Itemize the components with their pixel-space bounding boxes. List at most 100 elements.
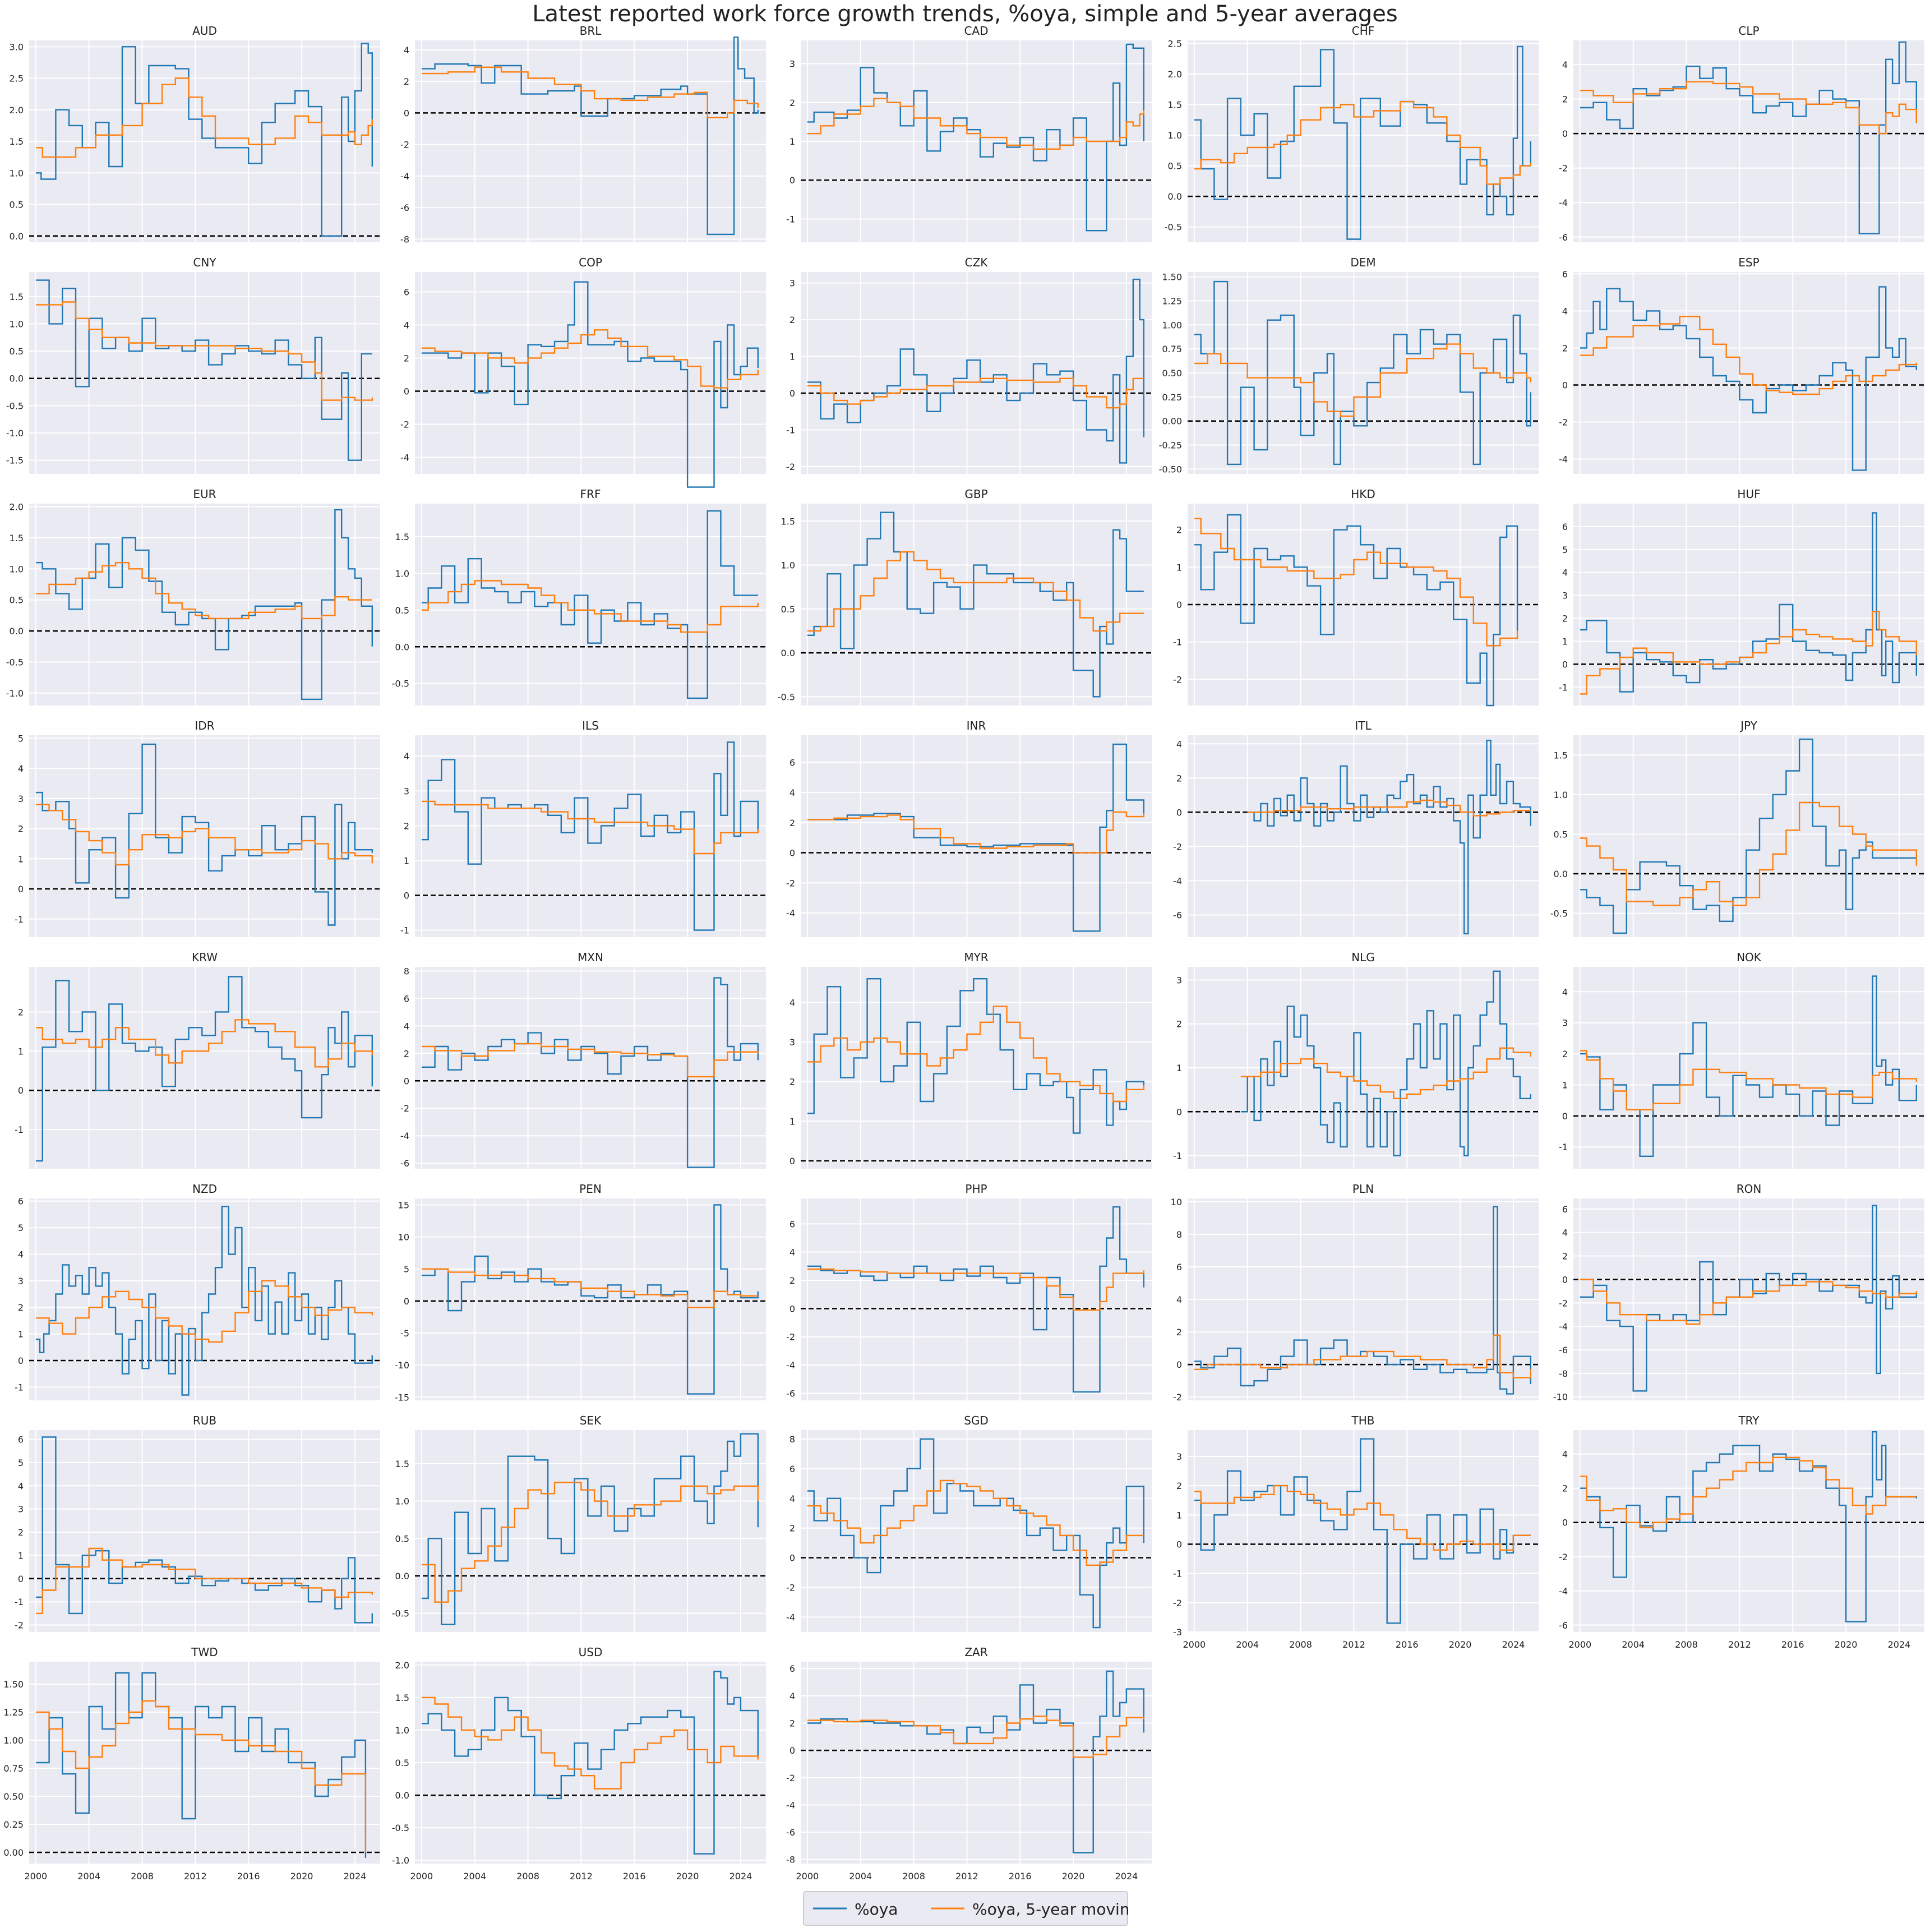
y-tick-label: -2 [786, 462, 795, 472]
y-tick-label: -2 [786, 878, 795, 888]
y-tick-label: 0 [1562, 128, 1568, 139]
y-tick-label: -2 [1559, 163, 1568, 174]
y-tick-label: 2 [404, 353, 409, 363]
y-tick-label: 0 [1562, 380, 1568, 390]
y-tick-label: -4 [400, 452, 409, 463]
y-tick-label: 1.5 [10, 292, 24, 302]
y-tick-label: 0.00 [3, 1847, 24, 1858]
y-tick-label: 4 [1562, 986, 1568, 997]
y-tick-label: 6 [404, 993, 409, 1004]
x-tick-label: 2000 [1568, 1639, 1591, 1650]
series-ma-aud [35, 77, 373, 158]
y-tick-label: 5 [1562, 545, 1568, 555]
series-ma-ils [421, 800, 759, 855]
series-ma-php [807, 1268, 1144, 1311]
plot-area-mxn [415, 967, 766, 1169]
panel-zar: -8 -6 -4 -2 0 2 4 6 2000 2004 2008 2012 2016 2020 2024… [786, 1645, 1152, 1882]
panel-title-try: TRY [1738, 1414, 1760, 1427]
panel-pen: -15 -10 -5 0 5 10 15 PEN [395, 1182, 766, 1403]
series-ma-rub [35, 1547, 373, 1615]
panel-title-hkd: HKD [1351, 487, 1375, 501]
y-tick-label: 0 [789, 388, 795, 399]
y-tick-label: -0.25 [1159, 440, 1182, 451]
y-tick-label: -8 [400, 234, 409, 245]
series-ma-cad [807, 98, 1144, 150]
y-tick-label: 3 [1562, 591, 1568, 601]
y-tick-label: 8 [404, 966, 409, 976]
y-tick-label: 1.5 [10, 533, 24, 543]
panel-ron: -10 -8 -6 -4 -2 0 2 4 6 RON [1553, 1182, 1924, 1403]
legend-label-ma: %oya, 5-year moving average [972, 1900, 1128, 1919]
y-tick-label: 3 [789, 1037, 795, 1048]
y-tick-label: 2 [789, 818, 795, 828]
y-tick-label: 0 [1176, 1359, 1182, 1370]
y-tick-label: -3 [1173, 1627, 1182, 1638]
y-tick-label: 0.50 [1162, 368, 1182, 379]
series-ma-nok [1580, 1050, 1917, 1110]
y-tick-label: 1 [18, 1046, 24, 1057]
y-tick-label: 0.0 [10, 231, 24, 242]
y-tick-label: -4 [1559, 454, 1568, 465]
y-tick-label: -2 [1173, 1598, 1182, 1608]
series-ma-nzd [35, 1280, 373, 1343]
x-tick-label: 2016 [237, 1871, 260, 1882]
y-tick-label: 0.0 [10, 374, 24, 384]
panel-itl: -6 -4 -2 0 2 4 ITL [1173, 719, 1539, 937]
y-tick-label: -1 [1173, 1151, 1182, 1161]
y-tick-label: -1 [15, 1124, 24, 1135]
y-tick-label: 0.00 [1162, 416, 1182, 427]
panel-title-php: PHP [965, 1182, 987, 1196]
y-tick-label: 0 [789, 1745, 795, 1756]
y-tick-label: 2 [789, 1718, 795, 1728]
panel-title-cny: CNY [193, 256, 216, 269]
series-oya-zar [807, 1670, 1144, 1853]
x-tick-label: 2004 [463, 1871, 486, 1882]
series-oya-gbp [807, 511, 1144, 698]
series-ma-myr [807, 1006, 1144, 1103]
series-ma-sgd [807, 1479, 1144, 1566]
y-tick-label: 1.0 [781, 560, 795, 571]
y-tick-label: -4 [786, 1360, 795, 1371]
series-ma-thb [1194, 1484, 1531, 1551]
panel-czk: -2 -1 0 1 2 3 CZK [786, 256, 1152, 474]
x-tick-label: 2020 [1835, 1639, 1858, 1650]
y-tick-label: -0.5 [6, 400, 24, 411]
panel-title-jpy: JPY [1739, 719, 1758, 732]
panel-title-aud: AUD [192, 24, 217, 38]
series-oya-inr [807, 743, 1144, 932]
x-tick-label: 2020 [1062, 1871, 1085, 1882]
y-tick-label: 4 [404, 45, 409, 56]
panel-rub: -2 -1 0 1 2 3 4 5 6 RUB [15, 1414, 380, 1632]
y-tick-label: -10 [1553, 1392, 1568, 1403]
panel-title-brl: BRL [580, 24, 602, 38]
y-tick-label: 4 [18, 1481, 24, 1491]
y-tick-label: 2.0 [10, 105, 24, 116]
panel-title-czk: CZK [965, 256, 989, 269]
plot-area-ils [415, 735, 766, 937]
panel-hkd: -2 -1 0 1 2 HKD [1173, 487, 1539, 707]
y-tick-label: 1 [1562, 1080, 1568, 1090]
y-tick-label: 3.0 [10, 42, 24, 52]
y-tick-label: 0 [1176, 807, 1182, 818]
y-tick-label: -4 [1173, 875, 1182, 886]
panel-title-pln: PLN [1352, 1182, 1374, 1196]
y-tick-label: 3 [789, 59, 795, 70]
y-tick-label: -1.0 [392, 1855, 409, 1866]
y-tick-label: 0.5 [10, 595, 24, 606]
series-oya-itl [1247, 740, 1531, 935]
y-tick-label: -1.5 [6, 455, 24, 466]
panel-title-krw: KRW [192, 951, 218, 964]
y-tick-label: 6 [1176, 1262, 1182, 1272]
plot-area-brl [415, 40, 766, 242]
series-oya-mxn [421, 977, 759, 1168]
panel-title-rub: RUB [193, 1414, 216, 1427]
series-ma-clp [1580, 81, 1917, 135]
y-tick-label: 0 [789, 1303, 795, 1314]
x-tick-label: 2016 [623, 1871, 646, 1882]
y-tick-label: 2.0 [10, 502, 24, 513]
y-tick-label: 0.5 [1554, 829, 1568, 840]
series-ma-cny [35, 301, 373, 401]
y-tick-label: 2 [1176, 773, 1182, 783]
series-ma-sek [421, 1482, 759, 1603]
y-tick-label: 2 [789, 98, 795, 108]
